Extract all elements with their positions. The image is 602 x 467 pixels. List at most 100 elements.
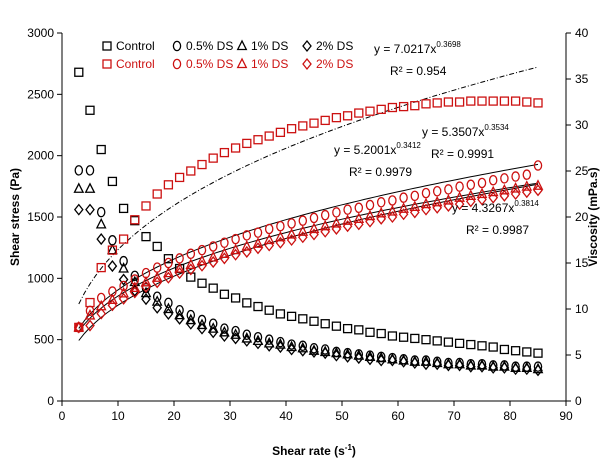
viscosity-point-triangle (353, 212, 365, 223)
stress-point-diamond (521, 363, 532, 376)
viscosity-point-triangle (364, 209, 376, 221)
axis-labels: Shear rate (s-1) Shear stress (Pa) Viscosi… (8, 167, 600, 458)
stress-point-square (298, 314, 308, 324)
viscosity-point-triangle (252, 237, 264, 248)
stress-point-diamond (241, 334, 252, 347)
stress-point-circle (85, 165, 95, 176)
stress-point-square (197, 278, 207, 288)
stress-point-square (264, 305, 274, 315)
fit-curve-1 (78, 66, 539, 305)
stress-point-square (309, 316, 319, 326)
stress-point-circle (96, 206, 106, 218)
stress-point-square (354, 325, 364, 335)
stress-point-circle (533, 361, 543, 372)
legend-marker-square (102, 41, 112, 51)
viscosity-point-square (298, 121, 308, 131)
viscosity-point-triangle (151, 271, 163, 282)
viscosity-point-square (533, 98, 543, 108)
stress-point-diamond (454, 359, 465, 372)
legend-label: 1% DS (251, 57, 288, 71)
viscosity-point-diamond (152, 276, 163, 289)
viscosity-point-circle (365, 199, 375, 211)
x-tick-label: 90 (559, 409, 573, 423)
stress-point-diamond (443, 359, 454, 372)
viscosity-point-circle (287, 218, 296, 229)
x-tick-label: 30 (223, 409, 237, 423)
stress-point-diamond (73, 203, 84, 216)
viscosity-point-square (354, 108, 364, 118)
viscosity-point-diamond (454, 198, 465, 211)
y-tick-label: 1500 (27, 210, 54, 224)
viscosity-point-diamond (342, 220, 353, 233)
viscosity-point-square (208, 153, 218, 163)
viscosity-point-square (264, 131, 274, 141)
stress-point-circle (119, 255, 128, 267)
stress-point-square (96, 144, 106, 155)
stress-point-circle (231, 325, 240, 337)
viscosity-point-square (454, 97, 465, 107)
viscosity-point-circle (388, 195, 397, 206)
legend-label: 1% DS (251, 39, 288, 53)
viscosity-point-triangle (95, 299, 107, 311)
viscosity-point-diamond (432, 201, 443, 214)
viscosity-point-square (376, 104, 386, 115)
viscosity-point-circle (276, 220, 285, 232)
fit-equation-text: y = 4.3267x (452, 201, 514, 215)
viscosity-point-circle (410, 190, 420, 202)
stress-point-circle (264, 334, 274, 345)
viscosity-point-triangle (308, 222, 320, 234)
stress-point-square (466, 339, 476, 350)
viscosity-point-circle (500, 173, 509, 184)
stress-point-square (320, 319, 330, 329)
stress-point-square (488, 342, 498, 352)
stress-point-square (522, 347, 532, 357)
stress-point-square (242, 298, 252, 308)
viscosity-point-circle (264, 223, 274, 235)
fit-r-squared-2: R² = 0.9991 (431, 147, 494, 161)
viscosity-point-square (421, 99, 431, 109)
stress-point-diamond (465, 360, 476, 373)
fit-r-squared-3: R² = 0.9979 (349, 165, 412, 179)
viscosity-point-square (130, 215, 140, 225)
y2-tick-label: 20 (575, 210, 589, 224)
viscosity-point-triangle (297, 225, 309, 236)
fit-equation-exponent: 0.3698 (436, 40, 461, 49)
viscosity-point-square (219, 147, 230, 158)
stress-point-square (387, 331, 398, 341)
stress-point-square (74, 67, 84, 77)
stress-point-diamond (141, 293, 151, 306)
viscosity-point-circle (220, 237, 229, 249)
axes: 0 10 20 30 40 50 60 70 80 90050010001500200025003… (27, 26, 588, 423)
legend-marker-circle (172, 40, 182, 52)
fit-equation-text: y = 7.0217x (374, 42, 436, 56)
viscosity-point-circle (298, 215, 308, 226)
viscosity-point-triangle (185, 258, 197, 269)
viscosity-point-diamond (443, 199, 454, 213)
viscosity-point-triangle (107, 293, 118, 304)
legend-label: 0.5% DS (186, 57, 233, 71)
stress-point-square (365, 327, 375, 337)
y2-tick-label: 10 (575, 302, 589, 316)
y-tick-label: 0 (47, 394, 54, 408)
viscosity-point-diamond (387, 210, 398, 224)
viscosity-point-circle (208, 241, 218, 252)
viscosity-point-circle (511, 171, 520, 182)
stress-point-triangle (219, 325, 230, 337)
stress-point-square (410, 333, 420, 344)
viscosity-point-square (309, 118, 319, 128)
stress-point-square (342, 323, 353, 334)
stress-point-diamond (365, 353, 375, 366)
viscosity-point-diamond (398, 208, 409, 221)
stress-point-square (477, 341, 487, 351)
viscosity-point-square (477, 96, 487, 106)
marks (73, 67, 544, 377)
viscosity-point-square (387, 102, 398, 113)
stress-point-circle (220, 323, 229, 334)
viscosity-point-diamond (286, 233, 297, 247)
fit-equation-text: y = 5.3507x (422, 125, 484, 139)
viscosity-point-circle (477, 177, 487, 189)
viscosity-point-diamond (241, 245, 252, 259)
viscosity-point-diamond (477, 193, 487, 206)
viscosity-point-triangle (387, 205, 398, 216)
